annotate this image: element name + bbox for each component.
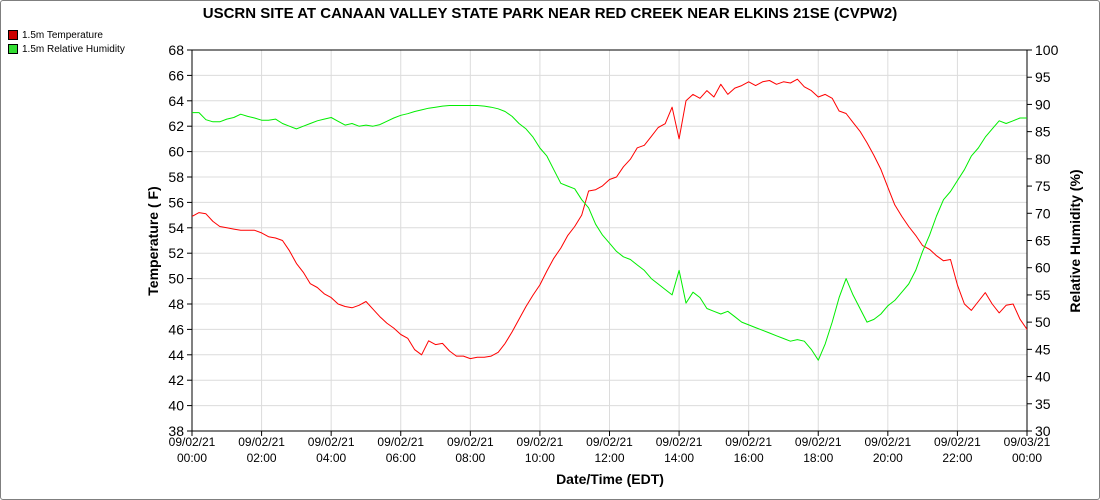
x-tick-date: 09/02/21	[517, 435, 564, 449]
legend-swatch-temperature	[8, 30, 18, 40]
y-axis-right: 30 35 40 45 50 55 60 65 70 75 80 85 90 95 100	[1027, 42, 1059, 439]
x-axis: 09/02/21 00:00 09/02/21 02:00 09/02/21 04:00 0…	[169, 431, 1051, 465]
x-tick-time: 16:00	[734, 451, 764, 465]
y-tick-label: 46	[168, 321, 184, 337]
legend-item-humidity: 1.5m Relative Humidity	[8, 42, 125, 56]
y2-tick-label: 75	[1035, 178, 1051, 194]
x-tick-time: 02:00	[247, 451, 277, 465]
y-tick-label: 50	[168, 271, 184, 287]
y2-tick-label: 50	[1035, 314, 1051, 330]
x-tick-time: 04:00	[316, 451, 346, 465]
chart-title: USCRN SITE AT CANAAN VALLEY STATE PARK N…	[203, 5, 898, 22]
y2-tick-label: 85	[1035, 124, 1051, 140]
x-tick-date: 09/02/21	[308, 435, 355, 449]
y2-tick-label: 45	[1035, 341, 1051, 357]
y-tick-label: 54	[168, 220, 184, 236]
y2-tick-label: 65	[1035, 233, 1051, 249]
x-tick-date: 09/02/21	[934, 435, 981, 449]
x-tick-time: 20:00	[873, 451, 903, 465]
y-axis-left: 38 40 42 44 46 48 50 52 54 56 58 60 62 64 66 68	[168, 42, 192, 439]
x-tick-date: 09/02/21	[169, 435, 216, 449]
y-tick-label: 40	[168, 398, 184, 414]
y-tick-label: 62	[168, 118, 184, 134]
y-axis-label-right: Relative Humidity (%)	[1067, 169, 1083, 312]
y-tick-label: 44	[168, 347, 184, 363]
y2-tick-label: 95	[1035, 69, 1051, 85]
x-tick-time: 18:00	[803, 451, 833, 465]
y-tick-label: 42	[168, 372, 184, 388]
x-tick-date: 09/02/21	[795, 435, 842, 449]
x-tick-time: 14:00	[664, 451, 694, 465]
x-tick-date: 09/02/21	[656, 435, 703, 449]
x-tick-time: 06:00	[386, 451, 416, 465]
y-tick-label: 58	[168, 169, 184, 185]
y2-tick-label: 40	[1035, 369, 1051, 385]
y2-tick-label: 90	[1035, 96, 1051, 112]
series-layer	[192, 78, 1027, 361]
x-tick-date: 09/02/21	[725, 435, 772, 449]
x-tick-date: 09/02/21	[447, 435, 494, 449]
y2-tick-label: 60	[1035, 260, 1051, 276]
x-tick-time: 00:00	[177, 451, 207, 465]
y-tick-label: 66	[168, 67, 184, 83]
y2-tick-label: 30	[1035, 423, 1051, 439]
x-tick-date: 09/03/21	[1004, 435, 1051, 449]
y-axis-label-left: Temperature ( F)	[145, 186, 161, 295]
y2-tick-label: 80	[1035, 151, 1051, 167]
x-tick-time: 08:00	[455, 451, 485, 465]
y2-tick-label: 35	[1035, 396, 1051, 412]
x-tick-time: 10:00	[525, 451, 555, 465]
y2-tick-label: 55	[1035, 287, 1051, 303]
x-tick-time: 00:00	[1012, 451, 1042, 465]
legend: 1.5m Temperature 1.5m Relative Humidity	[8, 28, 125, 56]
legend-label-temperature: 1.5m Temperature	[22, 29, 103, 41]
x-tick-date: 09/02/21	[238, 435, 285, 449]
legend-label-humidity: 1.5m Relative Humidity	[22, 43, 125, 55]
x-tick-date: 09/02/21	[377, 435, 424, 449]
y2-tick-label: 70	[1035, 205, 1051, 221]
temperature-series-line	[192, 78, 1027, 360]
x-tick-time: 12:00	[594, 451, 624, 465]
y-tick-label: 52	[168, 245, 184, 261]
y-tick-label: 48	[168, 296, 184, 312]
legend-item-temperature: 1.5m Temperature	[8, 28, 125, 42]
y-tick-label: 38	[168, 423, 184, 439]
y-tick-label: 60	[168, 144, 184, 160]
x-tick-date: 09/02/21	[864, 435, 911, 449]
y-tick-label: 68	[168, 42, 184, 58]
x-tick-date: 09/02/21	[586, 435, 633, 449]
x-tick-time: 22:00	[942, 451, 972, 465]
x-axis-label: Date/Time (EDT)	[556, 471, 664, 487]
humidity-series-line	[192, 105, 1027, 361]
y2-tick-label: 100	[1035, 42, 1059, 58]
y-tick-label: 64	[168, 93, 184, 109]
y-tick-label: 56	[168, 194, 184, 210]
grid	[191, 49, 1028, 432]
legend-swatch-humidity	[8, 44, 18, 54]
